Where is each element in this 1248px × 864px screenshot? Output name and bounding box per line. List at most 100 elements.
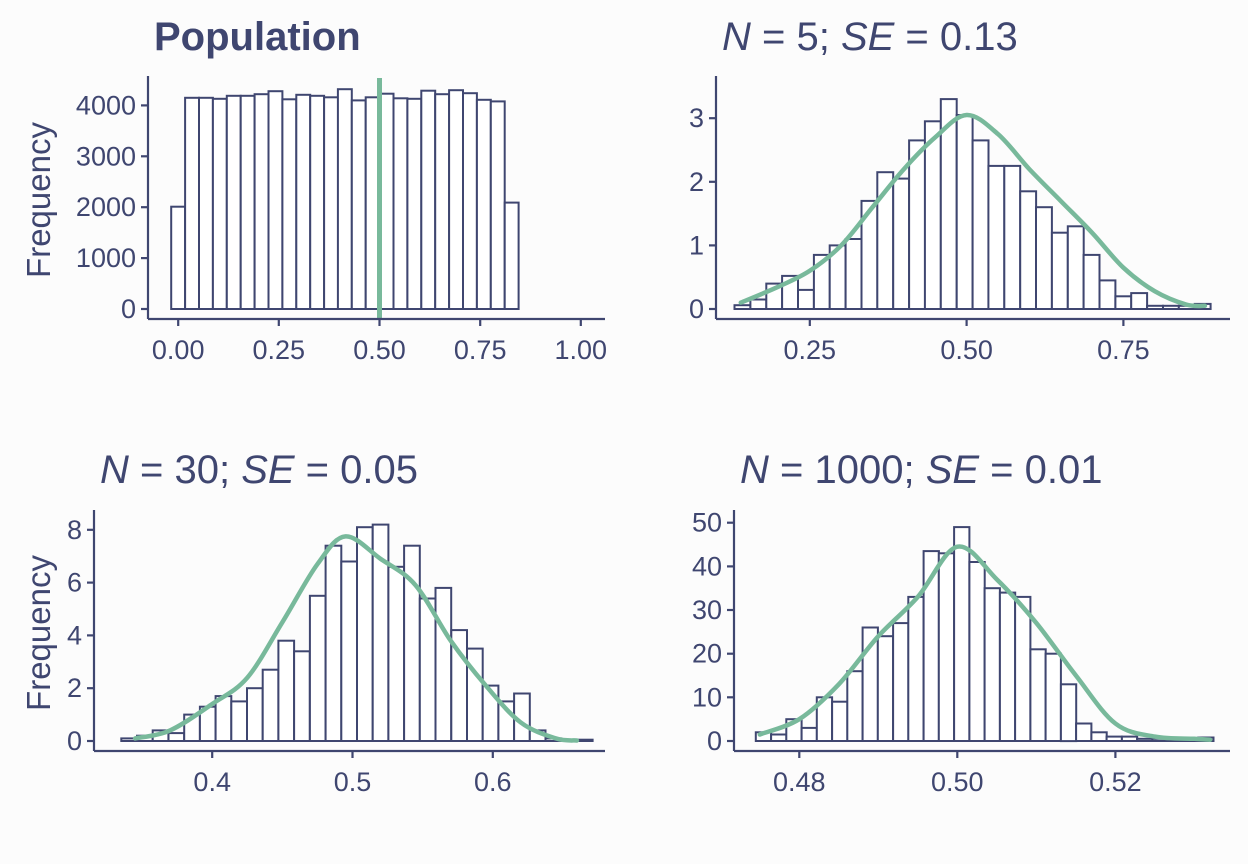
histogram-bar [800,726,818,743]
histogram-bars [120,523,594,743]
density-curve [757,544,1213,742]
histogram-bar [998,591,1017,742]
density-curve [132,534,580,743]
histogram-bar [418,597,437,742]
title-n-value: = 5; [751,15,841,59]
histogram-bar [876,635,895,743]
histogram-bar [1050,231,1069,310]
histogram-bar [434,586,453,743]
histogram-bars [170,88,520,311]
histogram-bar [907,595,925,743]
histogram-bar [971,139,990,310]
histogram-bar [350,99,367,311]
x-tick-label: 0.25 [253,335,306,365]
histogram-bar [261,668,280,743]
histogram-bar [293,650,311,742]
x-tick-label: 0.50 [940,335,993,365]
y-tick-label: 2000 [76,192,136,222]
y-tick-label: 2 [67,673,82,703]
title-n-symbol: N [722,15,751,59]
panel-n5: N = 5; SE = 0.13 0.25 0.50 0.75 0 1 2 3 [689,15,1230,365]
histogram-bar [356,526,374,743]
histogram-bar [336,88,353,310]
x-tick-label: 0.50 [931,767,984,797]
x-tick-label: 0.75 [454,335,507,365]
x-tick-label: 0.50 [353,335,406,365]
histogram-bar [1120,735,1139,742]
histogram-bar [987,164,1006,310]
histogram-bar [448,89,465,310]
histogram-bar [937,552,956,742]
x-tick-label: 0.25 [784,335,837,365]
histogram-bar [239,94,256,310]
y-tick-label: 3 [689,103,704,133]
x-tick-label: 1.00 [555,335,608,365]
histogram-bar [1075,722,1093,742]
histogram-bar [1090,731,1108,742]
histogram-bar [267,90,284,310]
histogram-bar [387,565,406,742]
histogram-bar [983,587,1001,743]
y-tick-label: 3000 [76,141,136,171]
y-tick-label: 8 [67,515,82,545]
histogram-bar [1066,225,1085,310]
histogram-bar [230,700,249,743]
y-tick-label: 1 [689,230,704,260]
y-tick-label: 10 [692,682,722,712]
histogram-bar [846,670,864,743]
histogram-bar [281,98,298,310]
histogram-bar [1114,295,1133,310]
histogram-bar [1014,595,1032,743]
histogram-bar [392,97,409,310]
histogram-bar [309,94,326,310]
histogram-bar [749,298,768,310]
histogram-bars [733,98,1212,311]
histogram-bar [770,733,788,742]
x-tick-label: 0.75 [1097,335,1150,365]
histogram-bar [184,96,201,310]
histogram-bar [167,732,186,742]
histogram-bar [503,201,520,311]
x-tick-label: 0.00 [152,335,205,365]
y-tick-label: 4000 [76,90,136,120]
histogram-bar [892,622,910,742]
panel-title: N = 1000; SE = 0.01 [740,448,1102,492]
panel-n1000: N = 1000; SE = 0.01 0.48 0.50 0.52 0 10 20 30 4… [692,448,1230,797]
histogram-bar [1029,648,1047,742]
y-tick-label: 0 [689,294,704,324]
histogram-bar [198,96,214,310]
histogram-bar [211,97,228,310]
histogram-bar [955,114,974,310]
y-tick-label: 1000 [76,243,136,273]
title-se-value: = 0.13 [894,15,1017,59]
y-tick-label: 0 [121,294,136,324]
y-tick-label: 2 [689,167,704,197]
x-tick-label: 0.52 [1089,767,1142,797]
histogram-bar [923,120,942,310]
y-tick-label: 20 [692,639,722,669]
histogram-bar [253,93,270,310]
histogram-bar [277,639,296,743]
histogram-bar [968,561,986,742]
histogram-bar [733,304,752,311]
histogram-bar [324,544,343,743]
histogram-bar [225,94,242,310]
histogram-bars [754,526,1215,743]
histogram-bar [489,100,506,311]
histogram-bar [1136,737,1154,742]
histogram-bar [1035,206,1053,310]
histogram-bar [1059,683,1078,743]
title-n-value: = 1000; [769,448,926,492]
histogram-bar [434,93,451,310]
y-tick-label: 4 [67,620,82,650]
histogram-bar [953,526,971,742]
histogram-bar [1162,304,1180,310]
title-se-symbol: SE [241,448,296,492]
histogram-bar [797,288,815,310]
histogram-bar [1044,652,1062,743]
title-n-symbol: N [100,448,129,492]
histogram-bar [340,560,358,742]
histogram-bar [1019,190,1038,310]
x-tick-label: 0.6 [474,767,512,797]
